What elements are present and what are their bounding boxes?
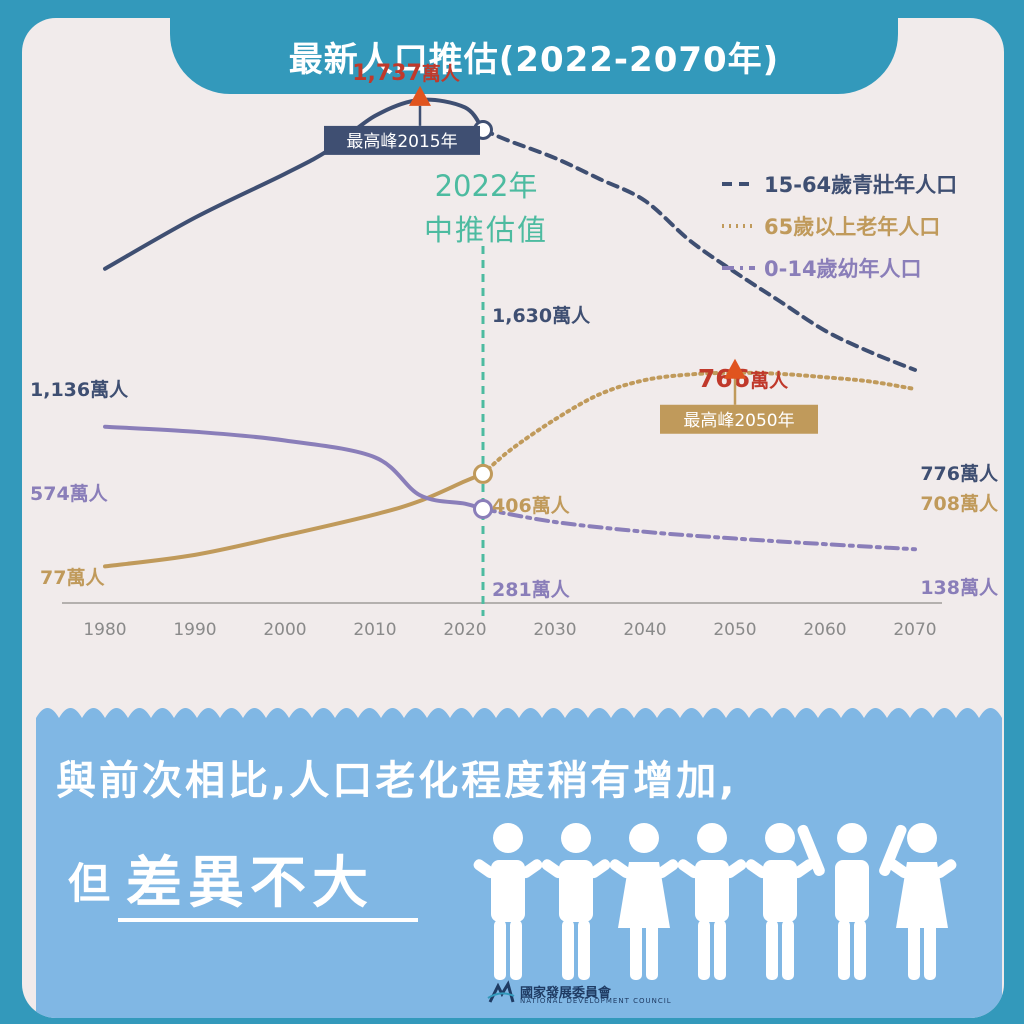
person-figure-1 bbox=[541, 823, 611, 980]
person-figure-3 bbox=[677, 823, 747, 980]
summary-line-2-prefix: 但 bbox=[68, 859, 111, 908]
x-tick-label-2030: 2030 bbox=[533, 620, 576, 640]
infographic-panel: 最新人口推估(2022-2070年) 1980 1990 2000 2010 2020 2… bbox=[22, 18, 1004, 1018]
x-tick-label-2050: 2050 bbox=[713, 620, 756, 640]
data-label-2: 1,630萬人 bbox=[492, 305, 591, 327]
series-line-projection-2 bbox=[481, 507, 917, 552]
divider-marker-1 bbox=[473, 463, 493, 484]
x-tick-label-1980: 1980 bbox=[83, 620, 126, 640]
ndc-emblem-icon bbox=[487, 980, 515, 1003]
person-figure-5 bbox=[797, 823, 907, 980]
peak-marker-icon-0 bbox=[409, 85, 431, 106]
data-label-3: 776萬人 bbox=[920, 463, 999, 485]
peak-marker-icon-1 bbox=[724, 358, 746, 379]
data-label-9: 281萬人 bbox=[492, 579, 571, 601]
peak-callout-text-1: 最高峰2050年 bbox=[683, 411, 794, 431]
people-group-icon bbox=[473, 823, 957, 980]
logo-subtext: NATIONAL DEVELOPMENT COUNCIL bbox=[520, 997, 672, 1005]
population-chart: 1980 1990 2000 2010 2020 2030 2040 2050 2060 2070… bbox=[30, 61, 999, 640]
summary-line-2-emphasis: 差異不大 bbox=[126, 851, 374, 916]
page-title: 最新人口推估(2022-2070年) bbox=[288, 40, 780, 80]
series-line-projection-0 bbox=[481, 127, 917, 372]
peak-callout-box-0 bbox=[324, 125, 480, 155]
summary-line-1: 與前次相比,人口老化程度稍有增加, bbox=[56, 758, 738, 804]
x-tick-label-2020: 2020 bbox=[443, 620, 486, 640]
series-line-historical-2 bbox=[103, 424, 485, 512]
bottom-panel: 與前次相比,人口老化程度稍有增加, 但 差異不大 國家發展委員會 NATIONA… bbox=[36, 698, 1002, 1018]
data-label-4: 77萬人 bbox=[40, 567, 105, 589]
divider-label-year: 2022年 bbox=[435, 169, 538, 203]
divider-marker-2 bbox=[473, 499, 493, 520]
x-tick-label-2040: 2040 bbox=[623, 620, 666, 640]
person-figure-4 bbox=[745, 823, 815, 980]
x-tick-label-1990: 1990 bbox=[173, 620, 216, 640]
person-figure-0 bbox=[473, 823, 543, 980]
x-tick-label-2000: 2000 bbox=[263, 620, 306, 640]
data-label-8: 574萬人 bbox=[30, 483, 109, 505]
x-tick-label-2010: 2010 bbox=[353, 620, 396, 640]
person-figure-2 bbox=[609, 823, 679, 980]
legend-label-0: 15-64歲青壯年人口 bbox=[764, 173, 957, 197]
data-label-0: 1,136萬人 bbox=[30, 379, 129, 401]
data-label-7: 708萬人 bbox=[920, 493, 999, 515]
logo-text: 國家發展委員會 bbox=[520, 986, 612, 1001]
peak-callout-box-1 bbox=[660, 404, 818, 434]
legend-label-2: 0-14歲幼年人口 bbox=[764, 257, 922, 281]
series-line-projection-1 bbox=[481, 370, 917, 476]
peak-label-1: 1,737萬人 bbox=[352, 61, 461, 86]
divider-label-text: 中推估值 bbox=[424, 213, 548, 247]
person-figure-6 bbox=[887, 823, 957, 980]
x-tick-label-2060: 2060 bbox=[803, 620, 846, 640]
peak-callout-text-0: 最高峰2015年 bbox=[346, 132, 457, 152]
series-line-historical-1 bbox=[103, 471, 485, 569]
legend-label-1: 65歲以上老年人口 bbox=[764, 215, 940, 239]
data-label-10: 138萬人 bbox=[920, 577, 999, 599]
x-tick-label-2070: 2070 bbox=[893, 620, 936, 640]
data-label-5: 406萬人 bbox=[492, 495, 571, 517]
emphasis-underline bbox=[118, 918, 418, 922]
ndc-logo: 國家發展委員會 NATIONAL DEVELOPMENT COUNCIL bbox=[486, 980, 671, 1010]
title-tab: 最新人口推估(2022-2070年) bbox=[170, 18, 898, 94]
